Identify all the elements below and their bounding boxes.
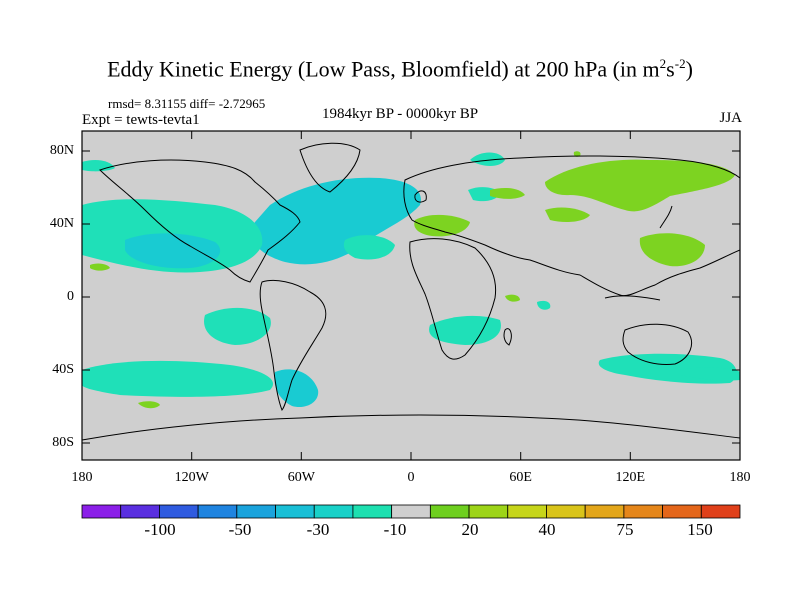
- colorbar-segment: [584, 504, 625, 519]
- indonesia-coast: [604, 295, 661, 301]
- greenland-coast: [299, 142, 361, 193]
- colorbar-segment: [391, 504, 431, 519]
- lat-label-0: 0: [67, 289, 74, 304]
- anomaly-fields: [82, 142, 740, 441]
- colorbar-label: 75: [616, 520, 634, 539]
- subtropical-atlantic-patch: [343, 235, 395, 260]
- madagascar-coast: [503, 328, 512, 346]
- north-atlantic-negative-patch: [251, 177, 421, 265]
- period-label: 1984kyr BP - 0000kyr BP: [321, 106, 479, 122]
- colorbar-segment: [468, 504, 509, 519]
- colorbar-label: -30: [306, 520, 330, 539]
- lon-label-120e: 120E: [615, 470, 646, 485]
- small-green-patch-b: [505, 294, 520, 302]
- lon-label-180w: 180: [71, 470, 93, 485]
- coastlines: [82, 142, 740, 441]
- australia-coast: [622, 323, 692, 365]
- plot-title: Eddy Kinetic Energy (Low Pass, Bloomfiel…: [107, 56, 693, 82]
- colorbar-segment: [120, 504, 160, 519]
- south-atlantic-patch: [429, 315, 501, 345]
- colorbar-segment: [81, 504, 122, 519]
- japan-coast: [659, 205, 673, 229]
- colorbar-segment: [429, 504, 470, 519]
- colorbar-segment: [197, 504, 238, 519]
- axis-ticks: [81, 131, 741, 460]
- siberia-positive-patch: [545, 159, 735, 212]
- colorbar-segment: [275, 504, 315, 519]
- central-asia-positive-patch: [545, 207, 590, 223]
- lat-label-40s: 40S: [52, 362, 74, 377]
- small-green-patch-a: [90, 263, 110, 271]
- southern-ocean-west-patch: [82, 360, 274, 397]
- lon-label-0: 0: [407, 470, 415, 485]
- africa-coast: [409, 238, 497, 360]
- lat-label-40n: 40N: [49, 216, 74, 231]
- southern-ocean-east-patch: [680, 367, 740, 381]
- east-pacific-patch: [82, 160, 115, 172]
- north-pacific-east-positive-patch: [639, 233, 705, 267]
- rmsd-diff-stats: rmsd= 8.31155 diff= -2.72965: [108, 96, 266, 111]
- colorbar-label: 40: [538, 520, 556, 539]
- uk-coast: [414, 190, 427, 203]
- colorbar-segment: [507, 504, 547, 519]
- north-america-coast: [99, 159, 301, 283]
- colorbar-label: 20: [461, 520, 479, 539]
- season-label: JJA: [719, 110, 742, 126]
- colorbar-label: -50: [228, 520, 252, 539]
- colorbar-segment: [352, 504, 393, 519]
- colorbar-segment: [159, 504, 199, 519]
- lon-label-180e: 180: [729, 470, 751, 485]
- south-pacific-patch: [204, 307, 271, 345]
- colorbar-segment: [546, 504, 586, 519]
- arctic-cyan-patch: [470, 152, 505, 166]
- colorbar-segment: [623, 504, 663, 519]
- antarctica-coast: [82, 414, 740, 441]
- colorbar-segment: [662, 504, 702, 519]
- north-pacific-core: [125, 233, 221, 269]
- lon-label-60w: 60W: [287, 470, 315, 485]
- lon-label-120w: 120W: [174, 470, 209, 485]
- equatorial-indian-patch: [537, 300, 551, 310]
- colorbar: [81, 504, 741, 519]
- north-america-positive-patch: [490, 187, 525, 199]
- south-america-coast: [259, 279, 327, 411]
- experiment-label: Expt = tewts-tevta1: [82, 112, 200, 128]
- small-green-patch-c: [138, 401, 160, 409]
- south-america-patch: [274, 369, 319, 408]
- eurasia-coast: [403, 155, 740, 297]
- colorbar-segment: [700, 504, 741, 519]
- lon-label-60e: 60E: [509, 470, 532, 485]
- colorbar-label: 150: [687, 520, 713, 539]
- lat-label-80s: 80S: [52, 435, 74, 450]
- colorbar-label: -100: [144, 520, 176, 539]
- colorbar-label: -10: [383, 520, 407, 539]
- lat-label-80n: 80N: [49, 143, 74, 158]
- colorbar-segment: [236, 504, 276, 519]
- colorbar-segment: [313, 504, 354, 519]
- mediterranean-positive-patch: [414, 214, 470, 237]
